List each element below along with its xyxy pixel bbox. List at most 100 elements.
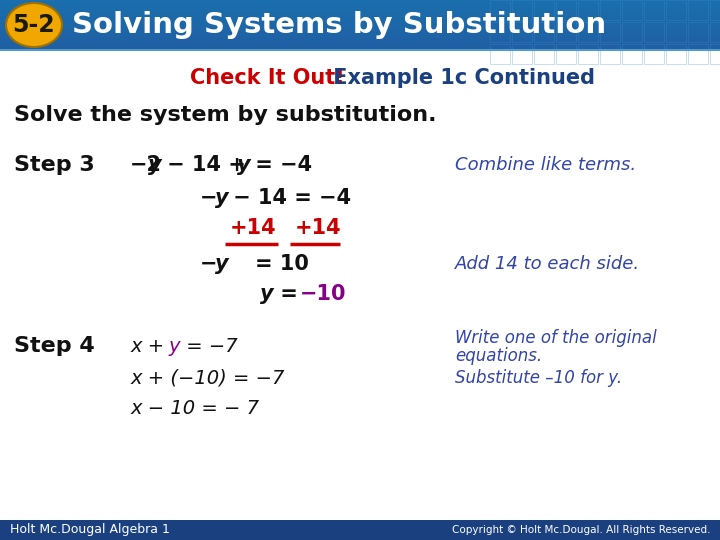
Bar (0, 4, 720, 5)
Text: Substitute –10 for y.: Substitute –10 for y. (455, 369, 622, 387)
Bar (710, 0, 720, 20)
Bar (534, 0, 554, 20)
Bar (622, 22, 642, 42)
Text: y: y (237, 155, 251, 175)
Bar (0, 27, 720, 28)
Bar (0, 31, 720, 32)
Text: Solve the system by substitution.: Solve the system by substitution. (14, 105, 436, 125)
Bar (0, 28, 720, 29)
Bar (0, 9, 720, 10)
Bar (0, 45, 720, 46)
Text: Holt Mc.Dougal Algebra 1: Holt Mc.Dougal Algebra 1 (10, 523, 170, 537)
Bar (0, 34, 720, 35)
Text: Write one of the original: Write one of the original (455, 329, 657, 347)
Text: − 14 +: − 14 + (160, 155, 253, 175)
Text: y: y (215, 188, 229, 208)
Bar (0, 7, 720, 8)
Bar (688, 0, 708, 20)
Bar (0, 0, 720, 1)
Bar (0, 46, 720, 47)
Text: +14: +14 (295, 218, 341, 238)
Bar (534, 22, 554, 42)
Text: +14: +14 (230, 218, 276, 238)
Text: = −4: = −4 (248, 155, 312, 175)
Bar (0, 37, 720, 38)
Bar (600, 0, 620, 20)
Bar (512, 44, 532, 64)
Bar (0, 3, 720, 4)
Bar (0, 43, 720, 44)
Text: = −7: = −7 (180, 336, 238, 355)
Bar (0, 39, 720, 40)
Bar (0, 18, 720, 19)
Bar (622, 0, 642, 20)
Text: y: y (168, 336, 179, 355)
Bar (0, 24, 720, 25)
Bar (0, 20, 720, 21)
Text: x +: x + (130, 336, 171, 355)
Bar (556, 0, 576, 20)
Bar (0, 38, 720, 39)
Bar (0, 520, 720, 540)
Text: Solving Systems by Substitution: Solving Systems by Substitution (72, 11, 606, 39)
Bar (644, 22, 664, 42)
Bar (622, 44, 642, 64)
Bar (0, 36, 720, 37)
Bar (0, 14, 720, 15)
Bar (512, 22, 532, 42)
Text: −: − (200, 188, 217, 208)
Bar (0, 22, 720, 23)
Bar (0, 15, 720, 16)
Bar (0, 47, 720, 48)
Bar (0, 41, 720, 42)
Text: x − 10 = − 7: x − 10 = − 7 (130, 399, 259, 417)
Bar (710, 44, 720, 64)
Bar (0, 6, 720, 7)
Bar (0, 44, 720, 45)
Bar (0, 35, 720, 36)
Bar (666, 22, 686, 42)
Text: Copyright © Holt Mc.Dougal. All Rights Reserved.: Copyright © Holt Mc.Dougal. All Rights R… (451, 525, 710, 535)
Bar (600, 22, 620, 42)
Bar (0, 48, 720, 49)
Bar (578, 22, 598, 42)
Bar (0, 13, 720, 14)
Bar (512, 0, 532, 20)
Text: 5-2: 5-2 (13, 13, 55, 37)
Bar (578, 44, 598, 64)
Bar (0, 1, 720, 2)
Bar (0, 23, 720, 24)
Text: equations.: equations. (455, 347, 542, 365)
Bar (0, 29, 720, 30)
Bar (0, 30, 720, 31)
Bar (0, 32, 720, 33)
Bar (0, 11, 720, 12)
Text: y: y (148, 155, 161, 175)
Text: − 14 = −4: − 14 = −4 (226, 188, 351, 208)
Bar (0, 49, 720, 50)
Bar (0, 16, 720, 17)
Bar (0, 12, 720, 13)
Bar (490, 22, 510, 42)
Bar (578, 0, 598, 20)
Bar (490, 0, 510, 20)
Bar (688, 22, 708, 42)
Bar (0, 5, 720, 6)
Text: Step 4: Step 4 (14, 336, 95, 356)
Bar (0, 19, 720, 20)
Bar (490, 44, 510, 64)
Text: y: y (260, 284, 274, 304)
Bar (534, 44, 554, 64)
Bar (644, 0, 664, 20)
Bar (688, 44, 708, 64)
Text: Check It Out!: Check It Out! (190, 68, 345, 88)
Text: x + (−10) = −7: x + (−10) = −7 (130, 368, 284, 388)
Bar (644, 44, 664, 64)
Bar (0, 25, 720, 26)
Bar (0, 2, 720, 3)
Text: −2: −2 (130, 155, 162, 175)
Bar (710, 22, 720, 42)
Bar (666, 44, 686, 64)
Bar (600, 44, 620, 64)
Bar (0, 33, 720, 34)
